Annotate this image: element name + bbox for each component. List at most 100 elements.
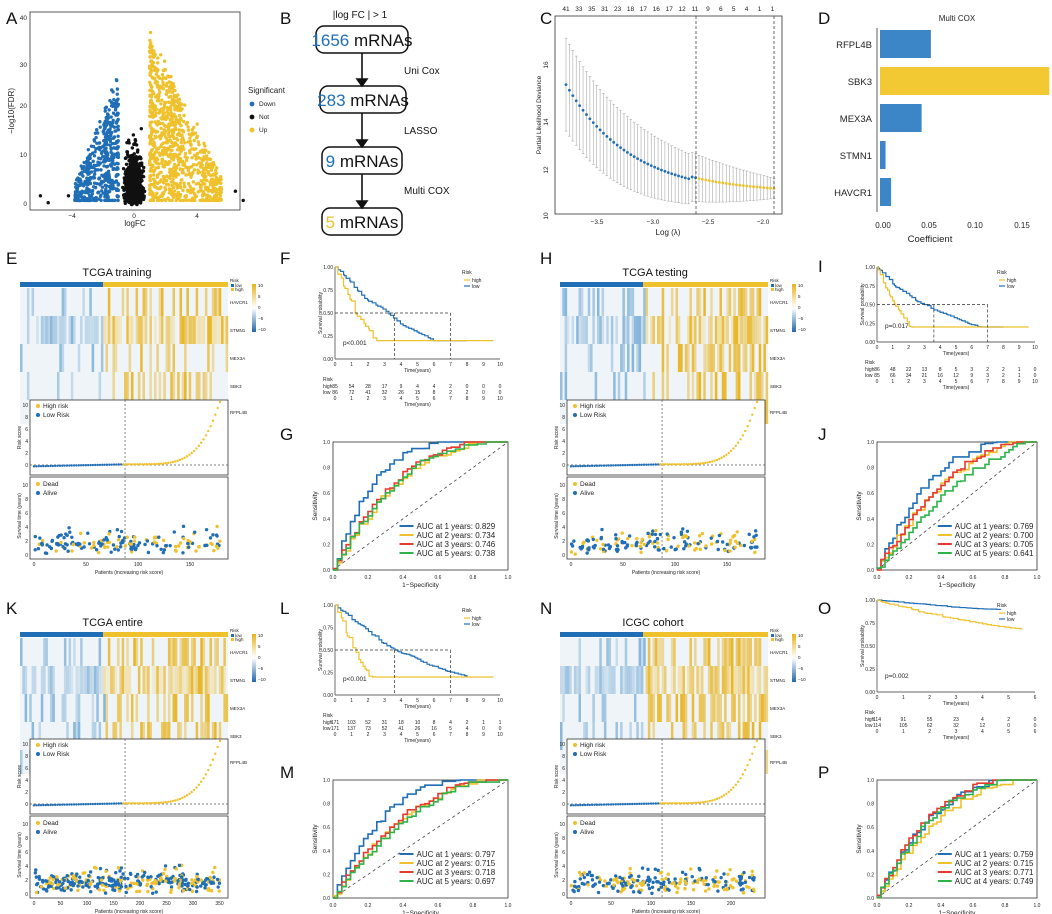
volcano-ylabel: −log10(FDR)	[7, 88, 16, 134]
risk-score-ytick: 4	[562, 439, 565, 445]
heatmap-cell	[603, 666, 607, 694]
volcano-point-down	[114, 120, 118, 125]
survival-status-point	[741, 887, 745, 891]
heatmap-cell	[207, 666, 210, 694]
survival-status-point	[731, 535, 735, 539]
heatmap-cell	[204, 288, 208, 316]
km-xtick: 1	[350, 362, 353, 368]
volcano-point-down	[100, 185, 105, 189]
risk-score-point	[569, 804, 573, 807]
survival-status-point	[51, 877, 56, 882]
heatmap-cell	[40, 694, 44, 722]
volcano-point-down	[82, 160, 86, 165]
risk-score-point	[600, 464, 603, 467]
survival-status-point	[81, 885, 85, 889]
multicox-category-label: RFPL4B	[836, 40, 872, 51]
risk-score-point	[207, 429, 210, 433]
risk-score-point	[68, 464, 71, 467]
heatmap-cell	[717, 666, 720, 694]
heatmap-cell	[650, 666, 653, 694]
heatmap-cell	[163, 372, 166, 400]
heatmap-cell	[714, 694, 718, 722]
volcano-point-up	[156, 61, 160, 65]
risk-score-point	[190, 790, 193, 794]
survival-status-point	[621, 888, 625, 892]
survival-status-point	[582, 882, 586, 886]
volcano-point-down	[114, 113, 118, 117]
heatmap-legend-high: high	[775, 287, 784, 292]
survival-status-point	[158, 878, 163, 882]
risk-score-point	[155, 801, 158, 805]
volcano-point-up	[160, 151, 164, 155]
heatmap-cell	[211, 288, 215, 316]
survival-status-point	[216, 885, 220, 889]
heatmap-cell	[677, 316, 681, 344]
survival-status-point	[620, 531, 624, 535]
survival-status-point	[177, 882, 182, 886]
heatmap-cell	[737, 316, 741, 344]
risk-score-point	[706, 461, 709, 464]
heatmap-cell	[63, 666, 67, 694]
volcano-point-up	[168, 86, 172, 91]
survival-status-point	[743, 880, 748, 885]
heatmap-cell	[624, 372, 628, 400]
survival-status-point	[110, 884, 115, 889]
heatmap-cell	[172, 344, 176, 372]
volcano-point-down	[96, 146, 101, 151]
heatmap-cell	[117, 316, 120, 344]
risk-score-point	[197, 444, 201, 448]
risk-score-point	[602, 803, 606, 806]
survival-status-point	[66, 549, 70, 553]
survival-status-point	[716, 889, 720, 893]
heatmap-cell	[207, 344, 210, 372]
heatmap-cell	[638, 344, 642, 372]
volcano-point-up	[200, 198, 204, 203]
heatmap-cell	[202, 638, 206, 666]
heatmap-cell	[661, 316, 665, 344]
survival-status-point	[704, 876, 708, 880]
legend-not-label: Not	[259, 114, 269, 121]
survival-status-point	[651, 529, 655, 533]
heatmap-cell	[112, 344, 115, 372]
panel-label-j: J	[818, 425, 827, 444]
heatmap-cell	[682, 694, 685, 722]
volcano-point-up	[182, 113, 186, 118]
volcano-point-down	[91, 185, 96, 189]
heatmap-scale-label: −5	[798, 316, 804, 321]
volcano-xlabel: logFC	[124, 219, 146, 228]
heatmap-cell	[657, 316, 660, 344]
heatmap-cell	[636, 344, 639, 372]
volcano-point-up	[176, 157, 180, 161]
heatmap-cell	[181, 666, 185, 694]
heatmap-cell	[694, 344, 697, 372]
heatmap-cell	[174, 638, 178, 666]
risk-score-point	[94, 463, 97, 467]
risk-score-point	[178, 797, 182, 801]
volcano-point-up	[174, 117, 178, 122]
survival-status-point	[709, 542, 714, 546]
legend-alive-marker	[573, 491, 577, 495]
volcano-point-up	[157, 111, 161, 115]
risk-xtick: 0	[570, 562, 573, 568]
volcano-point-down	[108, 143, 112, 147]
heatmap-cell	[181, 316, 185, 344]
volcano-point-down	[89, 170, 94, 174]
legend-low-risk: Low Risk	[580, 412, 607, 419]
heatmap-cell	[149, 316, 152, 344]
volcano-point-down	[111, 104, 115, 108]
volcano-point-up	[152, 141, 156, 145]
heatmap-title: TCGA training	[82, 267, 151, 279]
heatmap-cell	[142, 288, 145, 316]
heatmap-cell	[675, 694, 679, 722]
risk-score-point	[715, 797, 719, 801]
heatmap-cell	[172, 666, 176, 694]
heatmap-colorbar	[252, 634, 256, 682]
heatmap-risk-bar-high	[643, 632, 768, 637]
risk-score-point	[661, 463, 665, 466]
survival-status-point	[141, 878, 145, 882]
heatmap-cell	[737, 638, 741, 666]
heatmap-cell	[657, 666, 660, 694]
lasso-point	[574, 99, 578, 103]
volcano-point-down	[100, 181, 104, 185]
volcano-point-down	[103, 109, 107, 113]
